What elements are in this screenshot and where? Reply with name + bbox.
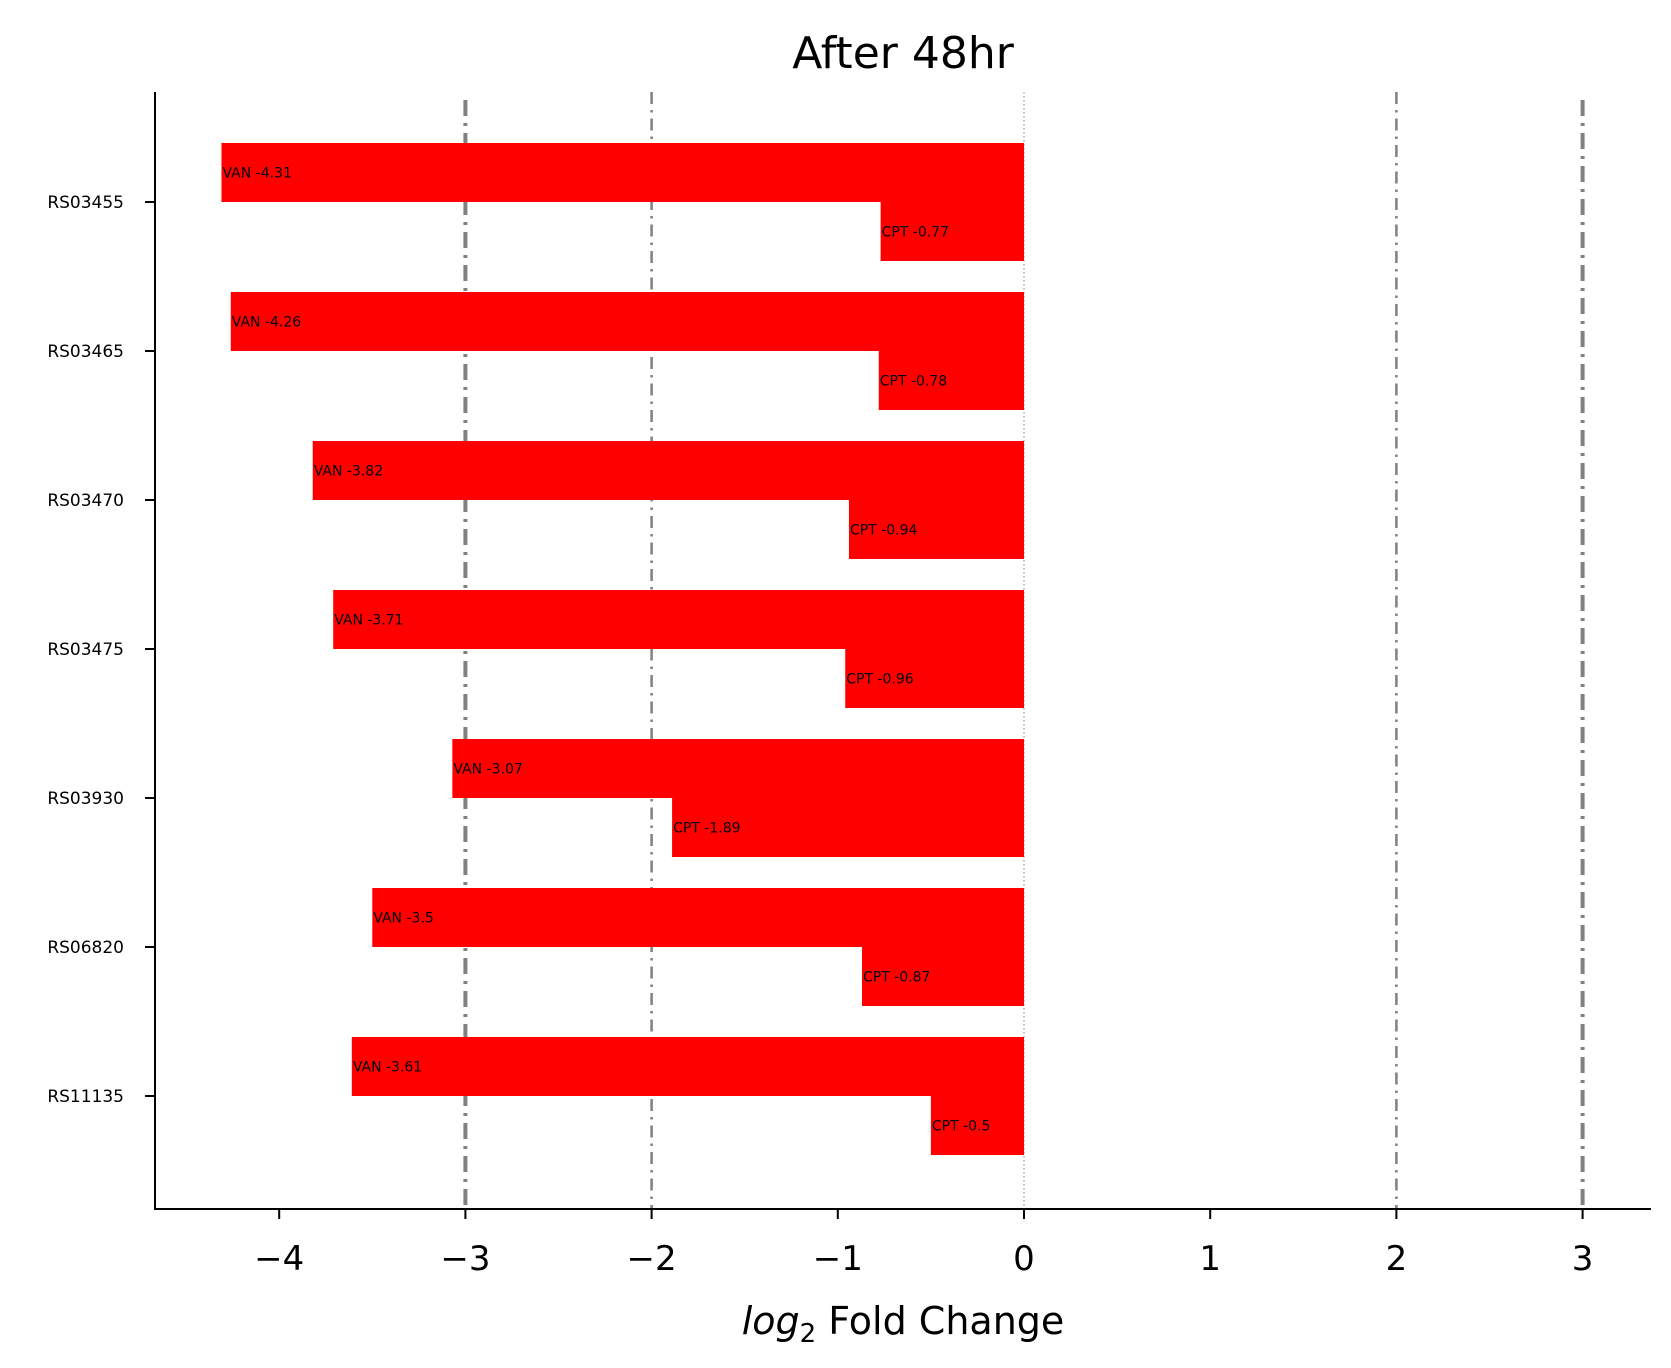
bar-van xyxy=(230,292,1025,351)
bar-label-cpt: CPT -0.96 xyxy=(846,672,914,688)
bar-van xyxy=(351,1037,1024,1096)
x-axis-label: log2 Fold Change xyxy=(742,1299,1065,1349)
bar-label-cpt: CPT -0.5 xyxy=(932,1119,991,1135)
bar-label-van: VAN -3.07 xyxy=(453,762,522,778)
bar-label-van: VAN -3.82 xyxy=(314,464,383,480)
bar-label-cpt: CPT -0.94 xyxy=(850,523,918,539)
y-tick-label: RS03475 xyxy=(47,640,124,660)
x-axis-label-rest: Fold Change xyxy=(816,1299,1064,1343)
axes xyxy=(154,92,1651,1210)
bar-cpt xyxy=(930,1096,1024,1155)
bar-label-cpt: CPT -1.89 xyxy=(673,821,740,837)
bar-cpt xyxy=(880,202,1024,261)
y-ticks: RS03455 RS03465 RS03470 RS03475 RS03930 RS068… xyxy=(47,193,155,1107)
bar-label-cpt: CPT -0.78 xyxy=(880,374,947,390)
y-tick-label: RS03455 xyxy=(47,193,124,213)
bar-cpt xyxy=(672,798,1024,857)
y-tick-label: RS11135 xyxy=(47,1087,124,1107)
y-tick-label: RS06820 xyxy=(47,938,124,958)
bar-label-cpt: CPT -0.77 xyxy=(882,225,949,241)
bar-label-van: VAN -4.26 xyxy=(232,315,301,331)
bar-cpt xyxy=(862,947,1024,1006)
bar-van xyxy=(333,590,1024,649)
bar-van xyxy=(452,739,1025,798)
bar-van xyxy=(372,888,1024,947)
x-tick-label: −3 xyxy=(440,1239,490,1279)
bar-label-van: VAN -3.5 xyxy=(373,911,434,927)
bar-labels-group: VAN -4.31 CPT -0.77 VAN -4.26 CPT -0.78 VAN … xyxy=(222,166,990,1135)
x-tick-label: −1 xyxy=(813,1239,863,1279)
bar-label-van: VAN -3.71 xyxy=(334,613,403,629)
bar-cpt xyxy=(845,649,1024,708)
bar-van xyxy=(221,143,1024,202)
x-ticks: −4 −3 −2 −1 0 1 2 3 xyxy=(254,1209,1593,1279)
reference-lines xyxy=(463,92,1585,1209)
x-tick-label: 2 xyxy=(1386,1239,1408,1279)
x-tick-label: 3 xyxy=(1572,1239,1594,1279)
y-tick-label: RS03465 xyxy=(47,342,124,362)
x-tick-label: 0 xyxy=(1013,1239,1035,1279)
bars-group xyxy=(221,143,1025,1155)
bar-label-van: VAN -3.61 xyxy=(353,1060,422,1076)
x-tick-label: −4 xyxy=(254,1239,304,1279)
x-tick-label: −2 xyxy=(627,1239,677,1279)
bar-van xyxy=(312,441,1024,500)
y-tick-label: RS03930 xyxy=(47,789,124,809)
bar-label-cpt: CPT -0.87 xyxy=(863,970,930,986)
x-axis-label-italic: log xyxy=(742,1299,800,1343)
bar-cpt xyxy=(878,351,1024,410)
y-tick-label: RS03470 xyxy=(47,491,124,511)
chart-title: After 48hr xyxy=(792,28,1015,79)
x-axis-label-subscript: 2 xyxy=(800,1319,817,1349)
bar-label-van: VAN -4.31 xyxy=(222,166,291,182)
x-tick-label: 1 xyxy=(1199,1239,1221,1279)
bar-cpt xyxy=(848,500,1024,559)
